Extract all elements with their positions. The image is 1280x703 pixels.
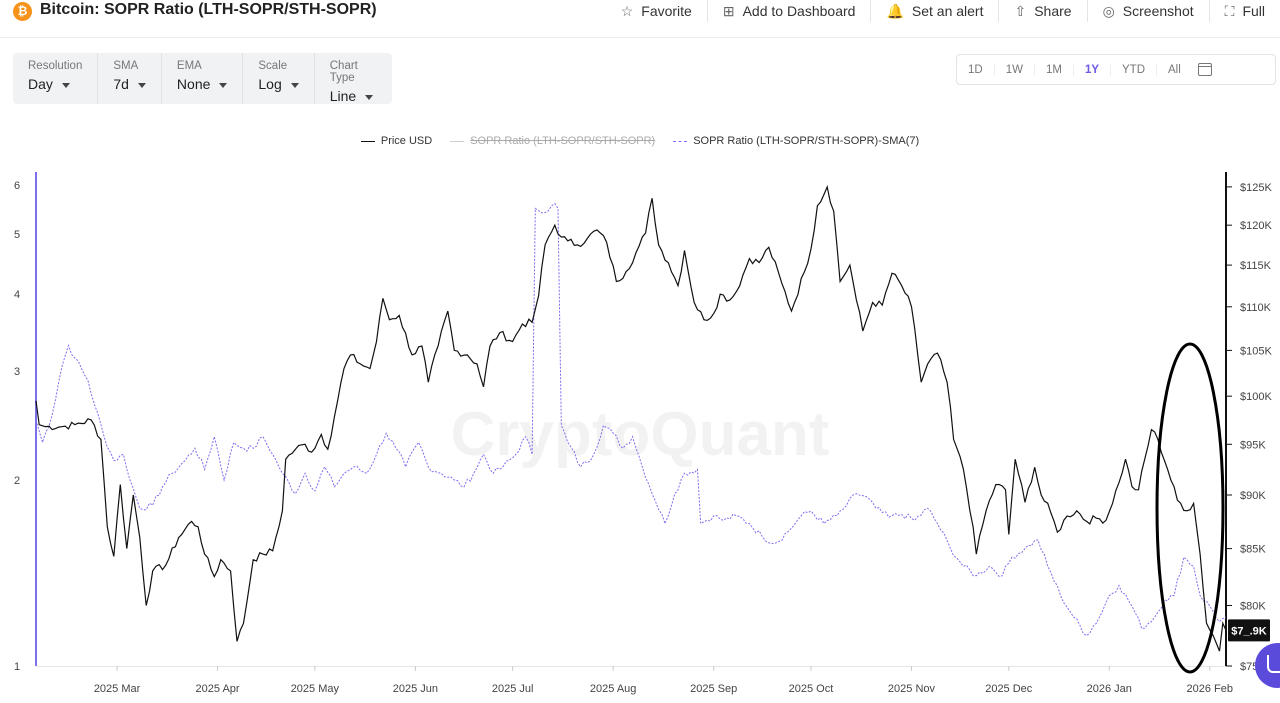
calendar-icon[interactable]: [1197, 63, 1212, 76]
left-tick-label: 5: [14, 229, 20, 241]
left-tick-label: 1: [14, 661, 20, 673]
range-1w[interactable]: 1W: [993, 63, 1034, 76]
set-alert-label: Set an alert: [911, 3, 984, 19]
add-to-dashboard-label: Add to Dashboard: [742, 3, 856, 19]
time-range-selector: 1D 1W 1M 1Y YTD All: [956, 54, 1276, 85]
sma-label: SMA: [113, 60, 139, 72]
bitcoin-logo-icon: ₿: [13, 2, 32, 21]
x-tick-label: 2025 Oct: [789, 683, 834, 695]
x-tick-label: 2025 Nov: [888, 683, 936, 695]
scale-value: Log: [258, 76, 282, 92]
fullscreen-icon: ⛶: [1224, 2, 1235, 19]
range-1d[interactable]: 1D: [968, 63, 983, 76]
right-tick-label: $90K: [1240, 490, 1266, 502]
chart-type-label: Chart Type: [329, 60, 358, 84]
x-tick-label: 2025 Sep: [690, 683, 737, 695]
legend-label: SOPR Ratio (LTH-SOPR/STH-SOPR)-SMA(7): [693, 135, 920, 147]
resolution-label: Resolution: [28, 60, 83, 72]
x-tick-label: 2026 Feb: [1187, 683, 1233, 695]
x-tick-label: 2025 Dec: [985, 683, 1033, 695]
chevron-down-icon: [61, 82, 70, 88]
favorite-label: Favorite: [641, 3, 692, 19]
share-icon: ⇧: [1014, 2, 1027, 19]
ema-value: None: [176, 76, 211, 92]
sma-value: 7d: [113, 76, 129, 92]
ema-label: EMA: [176, 60, 202, 72]
favorite-button[interactable]: ☆ Favorite: [606, 0, 707, 22]
price-line: [35, 184, 1227, 652]
legend-swatch: [360, 140, 375, 142]
right-tick-label: $100K: [1240, 391, 1272, 403]
scale-select[interactable]: Scale Log: [242, 53, 313, 104]
fullscreen-label: Full: [1242, 3, 1265, 19]
annotation-circle: [1155, 342, 1225, 674]
left-tick-label: 3: [14, 366, 20, 378]
legend-label: SOPR Ratio (LTH-SOPR/STH-SOPR): [470, 135, 656, 147]
add-to-dashboard-button[interactable]: ⊞ Add to Dashboard: [706, 0, 871, 22]
right-tick-label: $110K: [1240, 302, 1272, 314]
ema-select[interactable]: EMA None: [160, 53, 242, 104]
header-bar: ₿ Bitcoin: SOPR Ratio (LTH-SOPR/STH-SOPR…: [0, 0, 1280, 38]
resolution-select[interactable]: Resolution Day: [13, 53, 97, 104]
chart-controls: Resolution Day SMA 7d EMA None Scale Log…: [13, 53, 392, 104]
range-1y[interactable]: 1Y: [1072, 63, 1110, 76]
chevron-down-icon: [219, 82, 228, 88]
dashboard-add-icon: ⊞: [722, 2, 735, 19]
chevron-down-icon: [365, 94, 374, 100]
last-price-label: $7_.9K: [1231, 625, 1267, 637]
right-tick-label: $120K: [1240, 220, 1272, 232]
legend-price[interactable]: Price USD: [360, 135, 433, 147]
chevron-down-icon: [137, 82, 146, 88]
fullscreen-button[interactable]: ⛶ Full: [1208, 0, 1280, 22]
left-tick-label: 4: [14, 289, 20, 301]
range-ytd[interactable]: YTD: [1110, 63, 1156, 76]
x-tick-label: 2025 Jun: [393, 683, 438, 695]
watermark: CryptoQuant: [451, 400, 830, 469]
share-button[interactable]: ⇧ Share: [998, 0, 1086, 22]
chat-icon: [1267, 655, 1280, 673]
right-tick-label: $80K: [1240, 600, 1266, 612]
star-icon: ☆: [620, 2, 634, 19]
legend-sopr-ratio[interactable]: SOPR Ratio (LTH-SOPR/STH-SOPR): [450, 135, 655, 147]
legend-sopr-sma[interactable]: SOPR Ratio (LTH-SOPR/STH-SOPR)-SMA(7): [673, 135, 919, 147]
x-tick-label: 2026 Jan: [1087, 683, 1132, 695]
chart-type-select[interactable]: Chart Type Line: [313, 53, 392, 104]
left-tick-label: 2: [14, 475, 20, 487]
right-tick-label: $125K: [1240, 182, 1272, 194]
last-price-tag: [1228, 619, 1270, 642]
range-all[interactable]: All: [1156, 63, 1192, 76]
right-tick-label: $95K: [1240, 439, 1266, 451]
screenshot-button[interactable]: ◎ Screenshot: [1086, 0, 1209, 22]
chevron-down-icon: [290, 82, 299, 88]
scale-label: Scale: [258, 60, 288, 72]
legend-swatch: [673, 140, 688, 142]
range-1m[interactable]: 1M: [1033, 63, 1073, 76]
legend-swatch: [450, 140, 465, 142]
x-tick-label: 2025 Mar: [94, 683, 141, 695]
x-tick-label: 2025 Aug: [590, 683, 637, 695]
x-tick-label: 2025 Apr: [196, 683, 240, 695]
camera-icon: ◎: [1102, 2, 1115, 19]
sma-select[interactable]: SMA 7d: [97, 53, 161, 104]
right-tick-label: $105K: [1240, 345, 1272, 357]
sopr-sma-line: [35, 202, 1227, 637]
legend-label: Price USD: [380, 135, 433, 147]
page-title: Bitcoin: SOPR Ratio (LTH-SOPR/STH-SOPR): [40, 1, 377, 18]
left-tick-label: 6: [14, 180, 20, 192]
resolution-value: Day: [28, 76, 53, 92]
chart-type-value: Line: [329, 88, 357, 104]
screenshot-label: Screenshot: [1122, 3, 1194, 19]
chart-canvas: CryptoQuant123456$75K$80K$85K$90K$95K$10…: [14, 172, 1272, 695]
x-tick-label: 2025 Jul: [492, 683, 534, 695]
x-tick-label: 2025 May: [291, 683, 340, 695]
header-actions: ☆ Favorite ⊞ Add to Dashboard 🔔 Set an aler…: [606, 0, 1280, 22]
share-label: Share: [1034, 3, 1072, 19]
right-tick-label: $85K: [1240, 544, 1266, 556]
chart-legend: Price USD SOPR Ratio (LTH-SOPR/STH-SOPR)…: [0, 135, 1280, 147]
right-tick-label: $115K: [1240, 260, 1272, 272]
set-alert-button[interactable]: 🔔 Set an alert: [870, 0, 998, 22]
bell-icon: 🔔: [886, 2, 904, 19]
